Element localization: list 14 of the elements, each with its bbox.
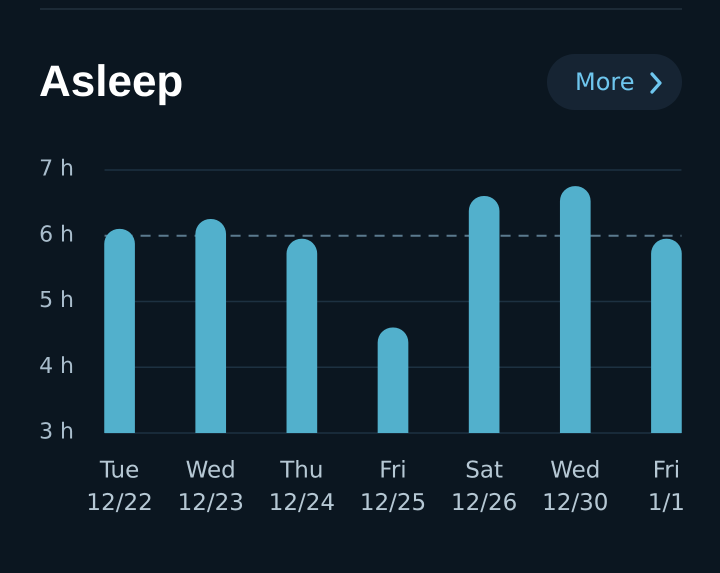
- x-tick-label: Fri 12/25: [360, 457, 426, 516]
- x-tick-label: Thu 12/24: [268, 457, 336, 516]
- y-tick-label: 4 h: [39, 354, 74, 379]
- x-tick-label: Wed 12/30: [542, 457, 608, 516]
- x-tick-label: Sat 12/26: [450, 457, 518, 516]
- x-tick-label: Tue 12/22: [86, 457, 153, 516]
- y-tick-label: 5 h: [39, 288, 74, 314]
- x-tick-label: Fri 1/1: [648, 457, 685, 516]
- y-tick-label: 7 h: [39, 156, 74, 182]
- x-tick-label: Wed 12/23: [178, 457, 244, 516]
- y-tick-label: 3 h: [39, 420, 74, 445]
- text: More: [575, 67, 634, 97]
- y-tick-label: 6 h: [39, 222, 74, 248]
- chart-title: Asleep: [39, 56, 184, 108]
